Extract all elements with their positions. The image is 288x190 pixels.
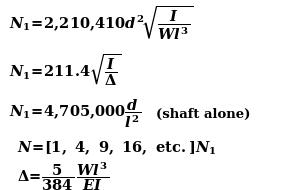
Text: $N_1\!=\!211.4\sqrt{\dfrac{I}{\Delta}}$: $N_1\!=\!211.4\sqrt{\dfrac{I}{\Delta}}$ [9,53,121,88]
Text: $N\!=\![1,\ 4,\ 9,\ 16,\ \mathrm{etc.}]N_1$: $N\!=\![1,\ 4,\ 9,\ 16,\ \mathrm{etc.}]N… [17,139,217,157]
Text: (shaft alone): (shaft alone) [156,108,250,120]
Text: $\Delta\!=\!\dfrac{5}{384}\,\dfrac{Wl^3}{EI}$: $\Delta\!=\!\dfrac{5}{384}\,\dfrac{Wl^3}… [17,160,109,190]
Text: $N_1\!=\!2{,}210{,}410d^2\!\sqrt{\dfrac{I}{Wl^3}}$: $N_1\!=\!2{,}210{,}410d^2\!\sqrt{\dfrac{… [9,4,193,42]
Text: $N_1\!=\!4{,}705{,}000\dfrac{d}{l^2}$: $N_1\!=\!4{,}705{,}000\dfrac{d}{l^2}$ [9,98,141,130]
